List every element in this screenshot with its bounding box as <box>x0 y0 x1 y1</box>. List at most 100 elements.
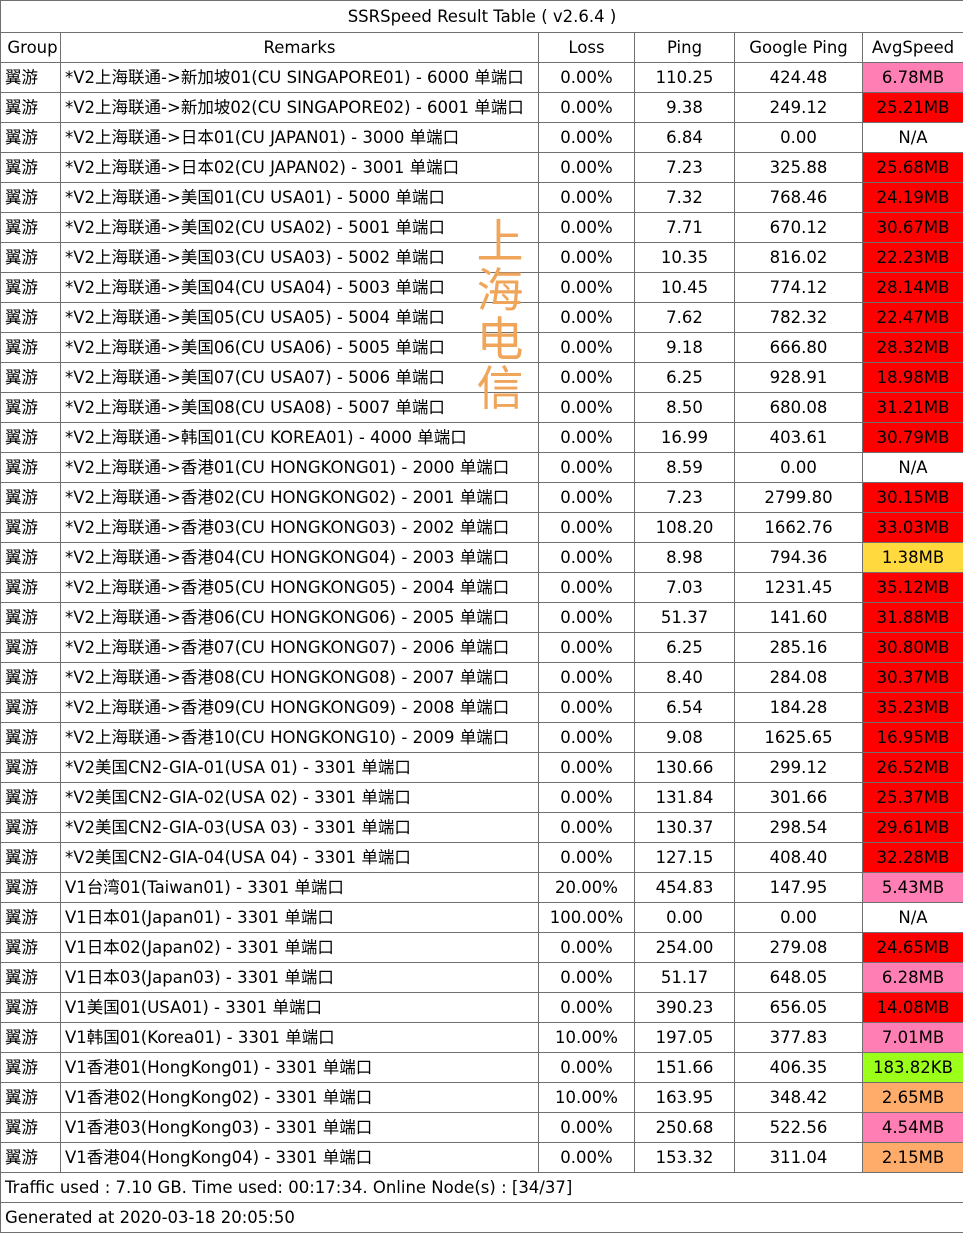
cell-loss: 100.00% <box>539 903 635 933</box>
cell-loss: 0.00% <box>539 633 635 663</box>
cell-group: 翼游 <box>1 393 61 423</box>
cell-loss: 0.00% <box>539 603 635 633</box>
header-row: Group Remarks Loss Ping Google Ping AvgS… <box>1 33 963 63</box>
table-row: 翼游*V2上海联通->香港03(CU HONGKONG03) - 2002 单端… <box>1 513 963 543</box>
cell-remarks: V1香港03(HongKong03) - 3301 单端口 <box>61 1113 539 1143</box>
cell-loss: 0.00% <box>539 963 635 993</box>
table-row: 翼游*V2上海联通->香港05(CU HONGKONG05) - 2004 单端… <box>1 573 963 603</box>
cell-loss: 10.00% <box>539 1023 635 1053</box>
cell-avg-speed: N/A <box>863 903 963 933</box>
footer-traffic: Traffic used : 7.10 GB. Time used: 00:17… <box>1 1173 963 1203</box>
cell-remarks: *V2上海联通->香港03(CU HONGKONG03) - 2002 单端口 <box>61 513 539 543</box>
cell-avg-speed: 28.32MB <box>863 333 963 363</box>
cell-remarks: *V2上海联通->韩国01(CU KOREA01) - 4000 单端口 <box>61 423 539 453</box>
cell-avg-speed: 6.78MB <box>863 63 963 93</box>
cell-group: 翼游 <box>1 843 61 873</box>
cell-loss: 0.00% <box>539 423 635 453</box>
cell-ping: 8.40 <box>635 663 735 693</box>
header-google-ping: Google Ping <box>735 33 863 63</box>
cell-group: 翼游 <box>1 723 61 753</box>
cell-avg-speed: 22.23MB <box>863 243 963 273</box>
cell-remarks: *V2上海联通->美国04(CU USA04) - 5003 单端口 <box>61 273 539 303</box>
cell-loss: 0.00% <box>539 483 635 513</box>
cell-google-ping: 141.60 <box>735 603 863 633</box>
cell-loss: 0.00% <box>539 993 635 1023</box>
cell-google-ping: 1662.76 <box>735 513 863 543</box>
cell-loss: 0.00% <box>539 693 635 723</box>
cell-loss: 0.00% <box>539 813 635 843</box>
cell-google-ping: 406.35 <box>735 1053 863 1083</box>
cell-avg-speed: 29.61MB <box>863 813 963 843</box>
cell-avg-speed: 33.03MB <box>863 513 963 543</box>
cell-ping: 7.03 <box>635 573 735 603</box>
cell-group: 翼游 <box>1 663 61 693</box>
cell-avg-speed: 24.65MB <box>863 933 963 963</box>
cell-avg-speed: 183.82KB <box>863 1053 963 1083</box>
cell-remarks: V1韩国01(Korea01) - 3301 单端口 <box>61 1023 539 1053</box>
cell-remarks: V1日本01(Japan01) - 3301 单端口 <box>61 903 539 933</box>
cell-group: 翼游 <box>1 93 61 123</box>
cell-remarks: V1日本02(Japan02) - 3301 单端口 <box>61 933 539 963</box>
cell-remarks: V1香港01(HongKong01) - 3301 单端口 <box>61 1053 539 1083</box>
table-row: 翼游*V2上海联通->新加坡02(CU SINGAPORE02) - 6001 … <box>1 93 963 123</box>
cell-group: 翼游 <box>1 1083 61 1113</box>
cell-google-ping: 403.61 <box>735 423 863 453</box>
cell-google-ping: 377.83 <box>735 1023 863 1053</box>
cell-ping: 9.18 <box>635 333 735 363</box>
table-row: 翼游*V2上海联通->香港07(CU HONGKONG07) - 2006 单端… <box>1 633 963 663</box>
cell-remarks: *V2上海联通->香港06(CU HONGKONG06) - 2005 单端口 <box>61 603 539 633</box>
cell-ping: 6.25 <box>635 363 735 393</box>
cell-google-ping: 299.12 <box>735 753 863 783</box>
cell-avg-speed: 7.01MB <box>863 1023 963 1053</box>
cell-group: 翼游 <box>1 933 61 963</box>
cell-google-ping: 279.08 <box>735 933 863 963</box>
cell-remarks: *V2上海联通->香港10(CU HONGKONG10) - 2009 单端口 <box>61 723 539 753</box>
header-group: Group <box>1 33 61 63</box>
cell-loss: 0.00% <box>539 753 635 783</box>
cell-avg-speed: 32.28MB <box>863 843 963 873</box>
cell-group: 翼游 <box>1 543 61 573</box>
cell-loss: 0.00% <box>539 843 635 873</box>
cell-remarks: *V2上海联通->美国03(CU USA03) - 5002 单端口 <box>61 243 539 273</box>
cell-remarks: *V2上海联通->香港04(CU HONGKONG04) - 2003 单端口 <box>61 543 539 573</box>
cell-loss: 0.00% <box>539 1113 635 1143</box>
cell-google-ping: 794.36 <box>735 543 863 573</box>
cell-loss: 20.00% <box>539 873 635 903</box>
cell-group: 翼游 <box>1 993 61 1023</box>
cell-group: 翼游 <box>1 903 61 933</box>
cell-remarks: *V2上海联通->美国06(CU USA06) - 5005 单端口 <box>61 333 539 363</box>
cell-google-ping: 928.91 <box>735 363 863 393</box>
cell-avg-speed: 30.79MB <box>863 423 963 453</box>
cell-google-ping: 424.48 <box>735 63 863 93</box>
cell-remarks: V1日本03(Japan03) - 3301 单端口 <box>61 963 539 993</box>
cell-ping: 9.08 <box>635 723 735 753</box>
cell-ping: 454.83 <box>635 873 735 903</box>
cell-loss: 0.00% <box>539 363 635 393</box>
cell-group: 翼游 <box>1 63 61 93</box>
cell-ping: 110.25 <box>635 63 735 93</box>
cell-google-ping: 1231.45 <box>735 573 863 603</box>
cell-avg-speed: 35.23MB <box>863 693 963 723</box>
cell-loss: 0.00% <box>539 663 635 693</box>
cell-loss: 0.00% <box>539 783 635 813</box>
cell-google-ping: 648.05 <box>735 963 863 993</box>
cell-ping: 197.05 <box>635 1023 735 1053</box>
cell-ping: 108.20 <box>635 513 735 543</box>
cell-google-ping: 666.80 <box>735 333 863 363</box>
cell-avg-speed: 16.95MB <box>863 723 963 753</box>
cell-google-ping: 2799.80 <box>735 483 863 513</box>
cell-ping: 163.95 <box>635 1083 735 1113</box>
cell-avg-speed: 31.21MB <box>863 393 963 423</box>
cell-avg-speed: 18.98MB <box>863 363 963 393</box>
cell-google-ping: 184.28 <box>735 693 863 723</box>
cell-remarks: *V2上海联通->新加坡02(CU SINGAPORE02) - 6001 单端… <box>61 93 539 123</box>
